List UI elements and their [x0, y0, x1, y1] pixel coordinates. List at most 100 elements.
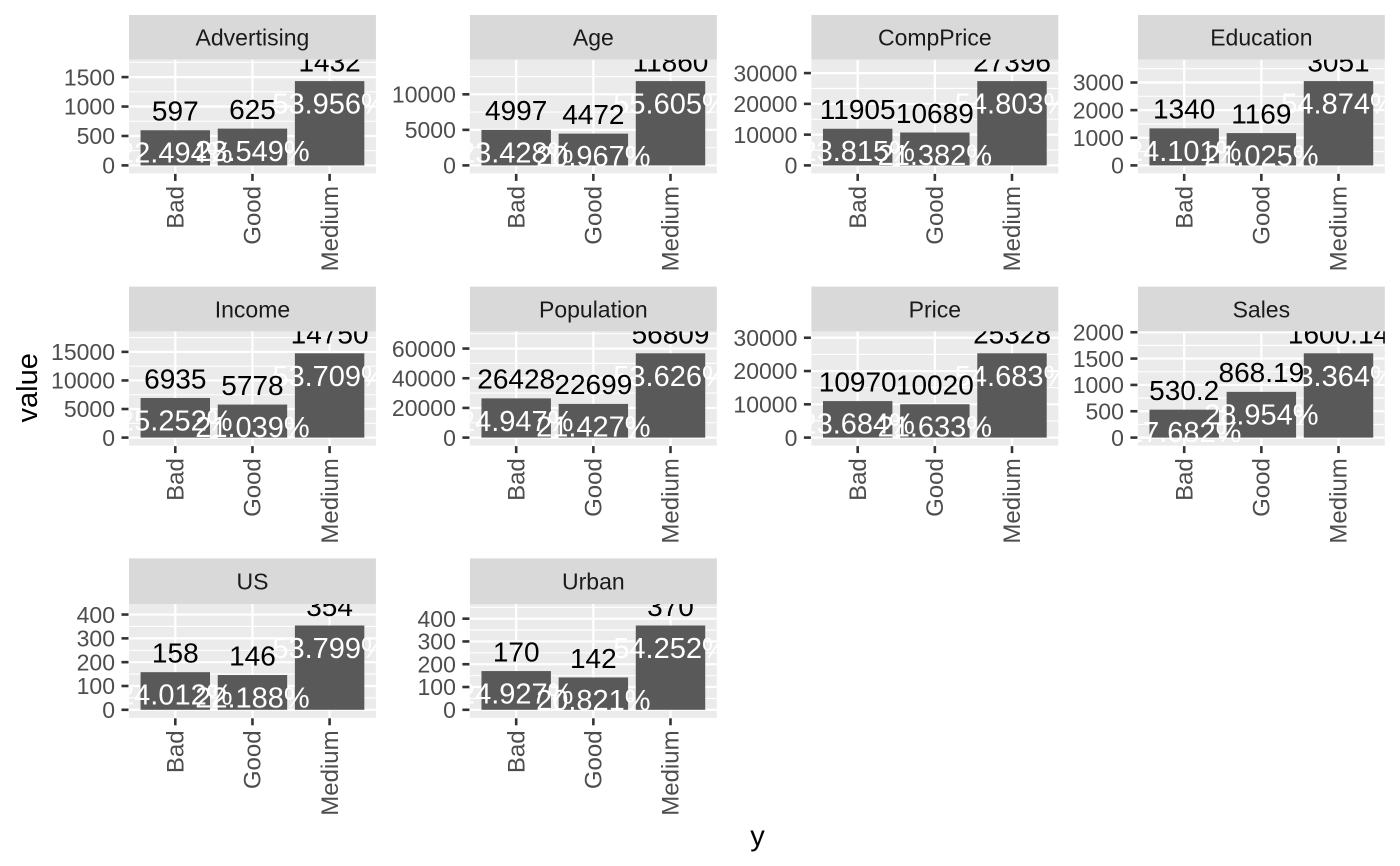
svg-text:1000: 1000 [1073, 125, 1124, 151]
svg-text:56809: 56809 [632, 319, 710, 350]
svg-text:60000: 60000 [392, 336, 456, 362]
svg-text:24.947%: 24.947% [459, 406, 574, 438]
svg-text:Bad: Bad [1171, 458, 1198, 501]
svg-text:10020: 10020 [896, 370, 974, 401]
svg-text:24.927%: 24.927% [459, 679, 574, 711]
svg-text:value: value [12, 353, 44, 422]
svg-text:1169: 1169 [1231, 98, 1291, 129]
svg-text:Good: Good [581, 458, 608, 517]
svg-text:Income: Income [215, 296, 290, 322]
svg-text:2000: 2000 [1073, 97, 1124, 123]
svg-text:20000: 20000 [733, 91, 797, 117]
svg-text:1500: 1500 [1073, 346, 1124, 372]
svg-text:54.252%: 54.252% [613, 633, 728, 665]
svg-text:53.626%: 53.626% [613, 361, 728, 393]
svg-text:Bad: Bad [845, 458, 872, 501]
svg-text:11860: 11860 [633, 46, 709, 77]
svg-text:23.549%: 23.549% [195, 136, 310, 168]
svg-text:21.427%: 21.427% [536, 411, 651, 443]
svg-text:10000: 10000 [733, 122, 797, 148]
svg-text:53.364%: 53.364% [1281, 361, 1396, 393]
svg-text:24.101%: 24.101% [1127, 136, 1242, 168]
svg-text:Bad: Bad [1171, 186, 1198, 229]
svg-text:14750: 14750 [291, 319, 369, 350]
svg-text:10970: 10970 [819, 366, 897, 397]
svg-text:1500: 1500 [64, 64, 115, 90]
svg-text:27396: 27396 [973, 46, 1051, 77]
svg-text:20.967%: 20.967% [536, 141, 651, 173]
svg-text:54.803%: 54.803% [955, 89, 1070, 121]
svg-text:100: 100 [77, 673, 115, 699]
svg-text:4472: 4472 [562, 99, 624, 130]
svg-text:868.19: 868.19 [1219, 357, 1305, 388]
svg-text:10000: 10000 [392, 82, 456, 108]
svg-text:625: 625 [229, 94, 276, 125]
svg-text:Age: Age [573, 25, 614, 51]
svg-text:0: 0 [443, 153, 456, 179]
svg-text:6935: 6935 [144, 363, 206, 394]
svg-text:23.815%: 23.815% [800, 136, 915, 168]
svg-text:354: 354 [306, 591, 353, 622]
svg-text:Bad: Bad [845, 186, 872, 229]
svg-text:Good: Good [240, 730, 267, 789]
svg-text:30000: 30000 [733, 60, 797, 86]
svg-text:21.039%: 21.039% [195, 412, 310, 444]
svg-text:25.252%: 25.252% [118, 405, 233, 437]
svg-text:400: 400 [418, 606, 456, 632]
svg-text:Good: Good [922, 186, 949, 245]
svg-text:Medium: Medium [317, 458, 344, 543]
svg-text:23.428%: 23.428% [459, 137, 574, 169]
svg-text:17.682%: 17.682% [1127, 417, 1242, 449]
svg-text:55.605%: 55.605% [613, 89, 728, 121]
svg-text:3000: 3000 [1073, 70, 1124, 96]
svg-text:10689: 10689 [896, 98, 974, 129]
svg-text:Medium: Medium [1326, 186, 1353, 271]
svg-text:Urban: Urban [562, 569, 625, 595]
svg-text:597: 597 [152, 96, 199, 127]
svg-text:Bad: Bad [503, 186, 530, 229]
svg-text:CompPrice: CompPrice [878, 25, 992, 51]
svg-text:53.799%: 53.799% [272, 633, 387, 665]
svg-text:10000: 10000 [51, 368, 115, 394]
svg-text:Medium: Medium [1326, 458, 1353, 543]
svg-text:Good: Good [581, 186, 608, 245]
svg-text:Good: Good [1249, 458, 1276, 517]
svg-text:Bad: Bad [503, 458, 530, 501]
svg-text:200: 200 [418, 651, 456, 677]
svg-text:0: 0 [785, 425, 798, 451]
svg-text:Medium: Medium [317, 186, 344, 271]
svg-text:Bad: Bad [162, 730, 189, 773]
svg-text:530.2: 530.2 [1149, 375, 1219, 406]
svg-text:Medium: Medium [658, 458, 685, 543]
svg-text:Medium: Medium [658, 730, 685, 815]
svg-text:1600.14: 1600.14 [1288, 319, 1389, 350]
svg-text:Medium: Medium [999, 186, 1026, 271]
svg-text:11905: 11905 [820, 94, 896, 125]
svg-text:y: y [750, 821, 765, 853]
svg-text:0: 0 [1111, 153, 1124, 179]
svg-text:20000: 20000 [733, 358, 797, 384]
svg-text:100: 100 [418, 674, 456, 700]
svg-text:Good: Good [240, 458, 267, 517]
svg-text:Bad: Bad [503, 730, 530, 773]
svg-text:5000: 5000 [64, 396, 115, 422]
svg-text:53.709%: 53.709% [272, 361, 387, 393]
svg-text:10000: 10000 [733, 392, 797, 418]
svg-text:22.494%: 22.494% [118, 138, 233, 170]
svg-text:24.012%: 24.012% [118, 680, 233, 712]
svg-text:1000: 1000 [64, 94, 115, 120]
svg-text:53.956%: 53.956% [272, 89, 387, 121]
svg-text:Medium: Medium [658, 186, 685, 271]
svg-text:Sales: Sales [1233, 296, 1291, 322]
svg-text:400: 400 [77, 602, 115, 628]
svg-text:300: 300 [418, 629, 456, 655]
svg-text:Medium: Medium [317, 730, 344, 815]
svg-text:0: 0 [102, 425, 115, 451]
svg-text:Population: Population [539, 296, 648, 322]
svg-text:5778: 5778 [221, 370, 283, 401]
svg-text:21.025%: 21.025% [1204, 141, 1319, 173]
svg-text:15000: 15000 [51, 339, 115, 365]
svg-text:54.874%: 54.874% [1281, 89, 1396, 121]
svg-text:26428: 26428 [477, 364, 555, 395]
svg-text:Medium: Medium [999, 458, 1026, 543]
